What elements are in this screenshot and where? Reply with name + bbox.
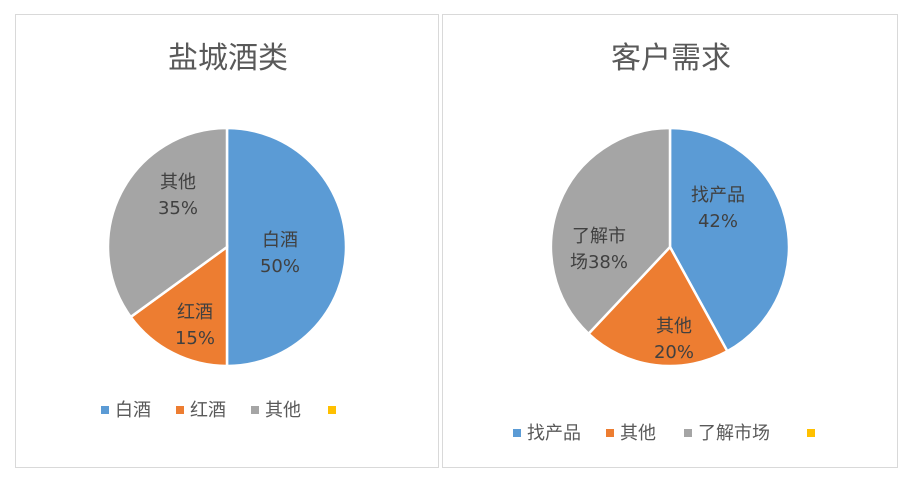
legend-label: 白酒 xyxy=(115,400,151,421)
chart-panel-liquor: 盐城酒类 白酒 50% 红酒 15% 其他 35% 白酒 红酒 其他 xyxy=(15,14,439,468)
slice-label: 其他 20% xyxy=(654,316,694,363)
legend-swatch xyxy=(606,429,614,437)
legend-label: 其他 xyxy=(620,423,656,444)
slice-label: 找产品 42% xyxy=(691,185,745,232)
legend-swatch xyxy=(684,429,692,437)
slice-label: 白酒 50% xyxy=(260,230,300,277)
legend-swatch xyxy=(807,429,815,437)
pie-slice xyxy=(668,126,791,353)
legend-swatch xyxy=(251,406,259,414)
legend-label: 了解市场 xyxy=(698,423,770,444)
chart-panel-customer-needs: 客户需求 找产品 42% 其他 20% 了解市场38% 找产品 其他 了解市场 xyxy=(442,14,898,468)
legend-label: 红酒 xyxy=(190,400,226,421)
legend-swatch xyxy=(101,406,109,414)
chart-title: 客户需求 xyxy=(611,41,731,76)
legend-label: 其他 xyxy=(265,400,301,421)
legend-swatch xyxy=(513,429,521,437)
slice-label: 红酒 15% xyxy=(175,302,215,349)
legend-label: 找产品 xyxy=(527,423,581,444)
pie-slice xyxy=(549,126,672,336)
pie-chart-liquor: 盐城酒类 白酒 50% 红酒 15% 其他 35% 白酒 红酒 其他 xyxy=(101,41,348,421)
pie-slice xyxy=(586,244,730,368)
pie-slice xyxy=(225,126,348,368)
pie-slice xyxy=(106,126,229,319)
slice-label: 了解市场38% xyxy=(570,226,628,273)
legend-swatch xyxy=(176,406,184,414)
slice-label: 其他 35% xyxy=(158,172,198,219)
pie-chart-customer-needs: 客户需求 找产品 42% 其他 20% 了解市场38% 找产品 其他 了解市场 xyxy=(513,41,815,444)
chart-title: 盐城酒类 xyxy=(168,41,288,76)
legend-swatch xyxy=(328,406,336,414)
pie-slice xyxy=(128,244,229,368)
